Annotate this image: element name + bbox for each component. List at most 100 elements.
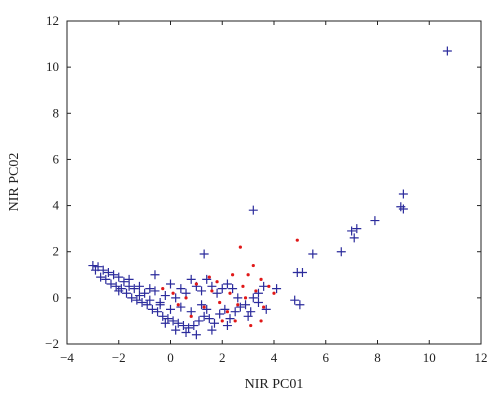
x-tick-label: 6 (323, 350, 330, 365)
plus-marker-point (88, 261, 98, 271)
plus-marker-point (297, 267, 307, 277)
y-tick-label: 8 (53, 105, 60, 120)
dot-marker-point (218, 300, 222, 305)
dot-marker-point (220, 319, 224, 323)
plus-marker-point (184, 323, 194, 333)
dot-marker-point (238, 245, 242, 249)
dot-marker-point (215, 280, 219, 284)
plus-marker-point (150, 270, 160, 280)
plus-marker-point (336, 247, 346, 257)
plus-marker-point (166, 279, 175, 289)
plus-marker-point (370, 216, 380, 226)
plus-marker-point (103, 267, 113, 277)
plus-marker-point (168, 316, 178, 326)
plus-marker-point (114, 272, 124, 282)
plus-marker-point (308, 249, 318, 259)
plus-marker-point (248, 293, 258, 303)
plus-marker-point (222, 321, 232, 331)
plus-marker-point (253, 288, 263, 298)
plus-marker-point (259, 281, 269, 291)
plus-marker-point (261, 304, 271, 314)
plus-marker-point (212, 288, 222, 298)
plus-marker-point (122, 288, 132, 298)
plus-marker-point (101, 274, 111, 284)
plus-marker-point (442, 46, 452, 56)
plus-marker-point (199, 249, 209, 259)
plus-marker-point (106, 279, 116, 289)
plus-marker-point (347, 226, 357, 236)
y-axis-label: NIR PC02 (7, 153, 22, 212)
y-tick-label: 6 (53, 151, 60, 166)
plus-marker-point (140, 288, 150, 298)
plus-marker-point (199, 311, 209, 321)
dot-marker-point (184, 296, 188, 300)
dot-marker-point (210, 289, 214, 293)
data-points (88, 46, 452, 340)
plus-marker-point (145, 284, 155, 294)
plot-frame (66, 20, 482, 345)
dot-marker-point (207, 275, 211, 279)
plus-marker-point (132, 295, 142, 305)
plus-marker-point (349, 233, 359, 243)
plus-marker-point (272, 284, 282, 294)
x-tick-label: −2 (112, 350, 126, 365)
dot-marker-point (246, 273, 250, 277)
plus-marker-point (134, 281, 144, 291)
x-tick-label: 0 (167, 350, 174, 365)
y-tick-label: 2 (53, 244, 60, 259)
dot-marker-point (267, 284, 271, 288)
plus-marker-point (248, 205, 258, 215)
dot-marker-point (171, 291, 175, 295)
plus-marker-point (111, 281, 121, 291)
plus-marker-point (225, 314, 235, 324)
plus-marker-point (217, 284, 227, 294)
dot-marker-point (231, 273, 235, 277)
x-axis-label: NIR PC01 (245, 377, 304, 392)
plus-marker-point (209, 318, 219, 328)
plus-marker-point (147, 304, 157, 314)
plus-marker-point (176, 284, 186, 294)
x-tick-label: 4 (271, 350, 278, 365)
dot-marker-point (228, 291, 232, 295)
plus-marker-point (129, 284, 139, 294)
dot-marker-point (233, 319, 237, 323)
plus-marker-point (155, 300, 165, 310)
y-tick-label: 0 (53, 290, 60, 305)
plus-marker-point (197, 300, 207, 310)
plus-marker-point (191, 330, 201, 340)
x-tick-label: 8 (374, 350, 381, 365)
plus-marker-point (207, 281, 217, 291)
plus-marker-point (246, 307, 256, 317)
dot-marker-point (194, 282, 198, 286)
x-tick-label: 2 (219, 350, 226, 365)
plus-marker-point (253, 297, 263, 307)
plus-marker-point (145, 295, 155, 305)
plus-marker-point (230, 307, 240, 317)
plus-marker-point (166, 304, 175, 314)
plus-marker-point (241, 300, 251, 310)
dot-marker-point (176, 303, 180, 307)
dot-marker-point (272, 291, 276, 295)
plus-marker-point (202, 304, 212, 314)
dot-marker-point (241, 284, 245, 288)
plus-marker-point (243, 311, 253, 321)
plus-marker-point (181, 288, 191, 298)
y-tick-label: 12 (46, 13, 59, 28)
plus-marker-point (137, 297, 147, 307)
dot-marker-point (254, 289, 258, 293)
plus-marker-point (158, 311, 168, 321)
plus-marker-point (163, 314, 173, 324)
plus-marker-point (178, 321, 188, 331)
plus-marker-point (204, 314, 214, 324)
plus-marker-point (124, 274, 134, 284)
dot-marker-point (161, 287, 165, 291)
dot-marker-point (236, 303, 240, 307)
plus-marker-point (90, 265, 100, 275)
plus-marker-point (176, 302, 186, 312)
y-tick-label: 4 (53, 198, 60, 213)
plus-marker-point (109, 270, 119, 280)
x-tick-label: −4 (60, 350, 74, 365)
plus-marker-point (215, 309, 225, 319)
